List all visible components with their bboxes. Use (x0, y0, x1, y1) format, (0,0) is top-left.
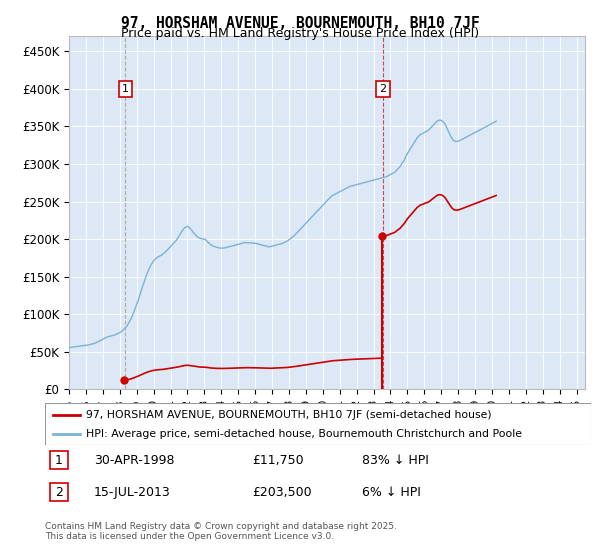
Text: 15-JUL-2013: 15-JUL-2013 (94, 486, 171, 499)
Text: 1: 1 (55, 454, 62, 466)
Text: 2: 2 (55, 486, 62, 499)
Text: £11,750: £11,750 (253, 454, 304, 466)
Text: HPI: Average price, semi-detached house, Bournemouth Christchurch and Poole: HPI: Average price, semi-detached house,… (86, 429, 522, 439)
Text: Contains HM Land Registry data © Crown copyright and database right 2025.
This d: Contains HM Land Registry data © Crown c… (45, 522, 397, 542)
Text: 2: 2 (379, 84, 386, 94)
Text: 97, HORSHAM AVENUE, BOURNEMOUTH, BH10 7JF (semi-detached house): 97, HORSHAM AVENUE, BOURNEMOUTH, BH10 7J… (86, 409, 491, 419)
Text: Price paid vs. HM Land Registry's House Price Index (HPI): Price paid vs. HM Land Registry's House … (121, 27, 479, 40)
Text: £203,500: £203,500 (253, 486, 312, 499)
Text: 97, HORSHAM AVENUE, BOURNEMOUTH, BH10 7JF: 97, HORSHAM AVENUE, BOURNEMOUTH, BH10 7J… (121, 16, 479, 31)
Text: 6% ↓ HPI: 6% ↓ HPI (362, 486, 421, 499)
Text: 1: 1 (122, 84, 129, 94)
Text: 83% ↓ HPI: 83% ↓ HPI (362, 454, 428, 466)
Text: 30-APR-1998: 30-APR-1998 (94, 454, 175, 466)
